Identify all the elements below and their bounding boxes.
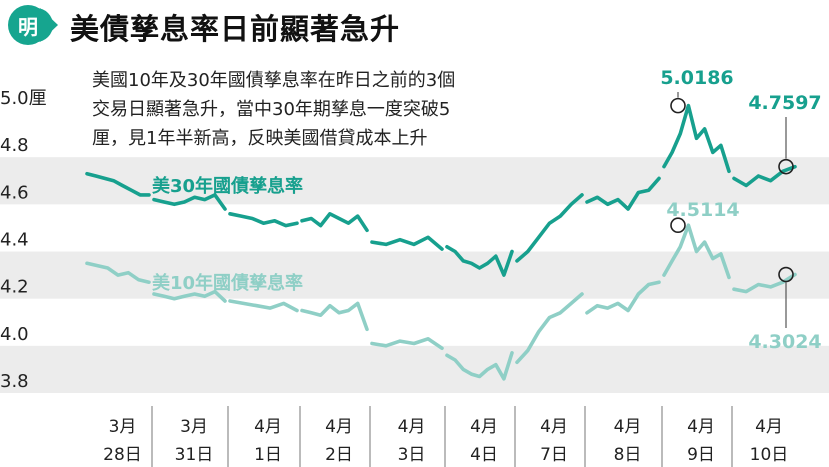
x-tick-day: 2日: [325, 445, 353, 465]
y-tick-label: 5.0厘: [0, 88, 47, 109]
value-marker: [778, 158, 794, 175]
x-tick-day: 8日: [614, 445, 642, 465]
x-tick-day: 31日: [175, 445, 214, 465]
x-tick-day: 28日: [103, 445, 142, 465]
series-30y-segment: [662, 103, 731, 174]
series-10y-segment: [370, 336, 444, 351]
value-label: 5.0186: [660, 67, 733, 89]
x-tick-month: 3月: [180, 417, 208, 437]
value-markers: 5.0186 4.7597 4.5114 4.3024: [660, 67, 821, 353]
value-label: 4.3024: [748, 331, 821, 353]
series-30y-segment: [370, 235, 444, 251]
x-tick-month: 3月: [109, 417, 137, 437]
y-tick-label: 4.8: [0, 135, 29, 156]
x-tick-month: 4月: [614, 417, 642, 437]
annotation-line-2: 交易日顯著急升，當中30年期孳息一度突破5: [92, 99, 450, 120]
x-tick-month: 4月: [540, 417, 568, 437]
x-tick-month: 4月: [687, 417, 715, 437]
logo-char: 明: [18, 14, 38, 39]
chart-bands: [0, 157, 829, 393]
x-tick-day: 10日: [750, 445, 789, 465]
y-tick-label: 4.6: [0, 182, 29, 203]
series-10y-segment: [445, 351, 514, 381]
x-tick-day: 1日: [254, 445, 282, 465]
x-tick-month: 4月: [254, 417, 282, 437]
value-label: 4.5114: [666, 199, 739, 221]
series-30y-segment: [152, 193, 227, 211]
series-10y-label: 美10年國債孳息率: [152, 272, 303, 294]
series-30y-segment: [85, 171, 151, 197]
logo-badge: 明: [8, 5, 48, 45]
value-marker: [670, 217, 686, 234]
day-separators: [151, 406, 733, 467]
series-10y-segment: [228, 299, 299, 313]
x-tick-day: 4日: [470, 445, 498, 465]
annotation-line-1: 美國10年及30年國債孳息率在昨日之前的3個: [92, 70, 455, 91]
series-30y-segment: [300, 212, 369, 233]
value-label: 4.7597: [748, 92, 821, 114]
series-30y-segment: [732, 164, 797, 188]
x-axis-ticks: 3月 28日 3月 31日 4月 1日 4月 2日 4月 3日 4月 4日 4月 7日 4月 8日 4月 9日 4月…: [103, 417, 788, 465]
series-10y-segment: [152, 289, 227, 303]
annotation-line-3: 厘，見1年半新高，反映美國借貸成本上升: [92, 128, 427, 149]
series-10y-segment: [85, 261, 151, 285]
header: 明 美債孳息率日前顯著急升: [0, 0, 829, 50]
series-30y-label: 美30年國債孳息率: [152, 175, 303, 197]
x-tick-day: 7日: [540, 445, 568, 465]
x-tick-month: 4月: [470, 417, 498, 437]
series-30y-segment: [228, 212, 299, 228]
annotation-note: 美國10年及30年國債孳息率在昨日之前的3個 交易日顯著急升，當中30年期孳息一…: [92, 70, 455, 149]
series-10y-segment: [300, 301, 369, 332]
y-tick-label: 4.2: [0, 277, 29, 298]
series-30y-segment: [585, 176, 661, 211]
x-tick-day: 9日: [687, 445, 715, 465]
grid-band-1: [0, 251, 829, 299]
y-axis-ticks: 5.0厘 4.8 4.6 4.4 4.2 4.0 3.8: [0, 88, 47, 392]
page-title: 美債孳息率日前顯著急升: [70, 12, 401, 46]
grid-band-2: [0, 345, 829, 393]
y-tick-label: 4.4: [0, 230, 29, 251]
x-tick-month: 4月: [398, 417, 426, 437]
series-10y-segment: [585, 280, 661, 315]
value-marker: [778, 266, 794, 283]
series-10y-segment: [662, 223, 731, 280]
series-lines: [85, 103, 797, 381]
x-tick-day: 3日: [398, 445, 426, 465]
series-10y-segment: [515, 292, 584, 365]
y-tick-label: 3.8: [0, 371, 29, 392]
series-30y-segment: [445, 245, 514, 277]
grid-band-0: [0, 157, 829, 205]
x-tick-month: 4月: [325, 417, 353, 437]
value-marker: [670, 97, 686, 114]
y-tick-label: 4.0: [0, 324, 29, 345]
series-30y-segment: [515, 193, 584, 263]
x-tick-month: 4月: [755, 417, 783, 437]
